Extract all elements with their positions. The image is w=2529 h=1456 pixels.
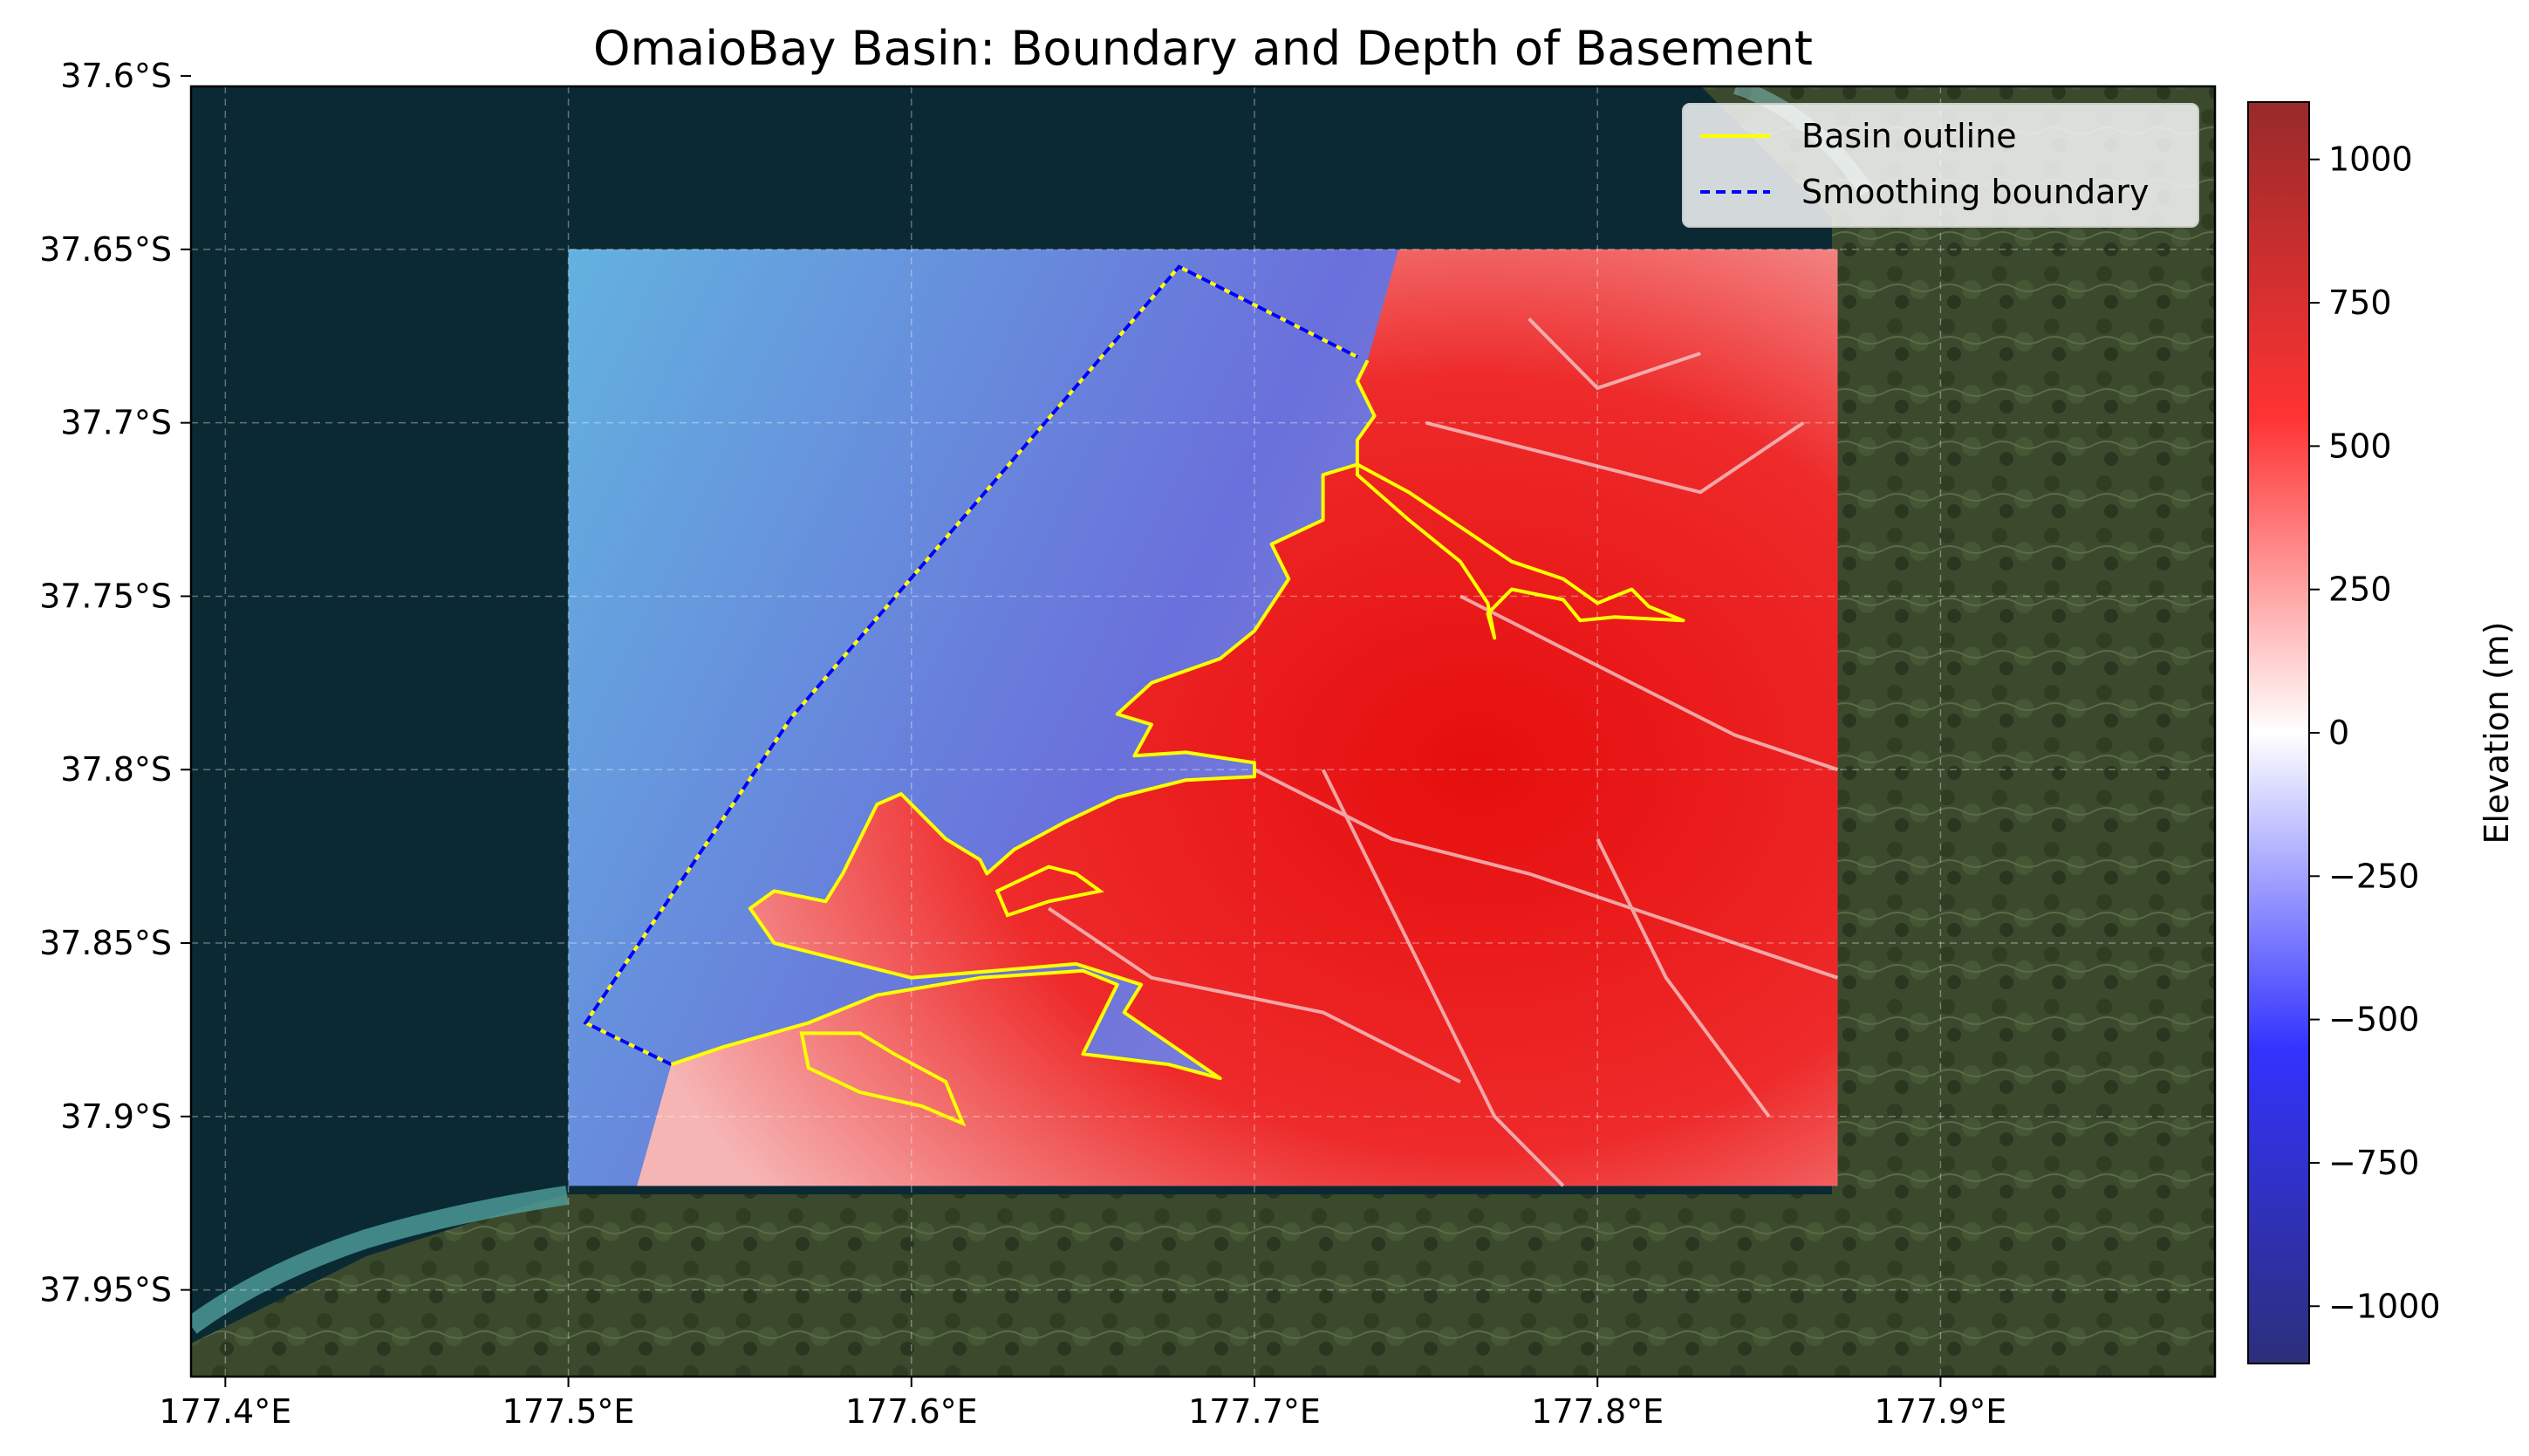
colorbar-tick-label: −1000 [2328,1287,2441,1325]
colorbar-label: Elevation (m) [2478,621,2516,844]
valley-line [1459,594,1839,772]
valley-line [1321,769,1565,1187]
x-tick-label: 177.5°E [502,1392,635,1431]
colorbar-tick-label: −500 [2328,1001,2419,1039]
x-tick-label: 177.8°E [1531,1392,1664,1431]
x-tick-label: 177.9°E [1875,1392,2007,1431]
basin-outline-inner [995,865,1104,918]
y-tick-label: 37.75°S [39,577,172,615]
y-tick-label: 37.85°S [39,924,172,962]
colorbar-tick-label: 500 [2328,427,2392,465]
x-tick-label: 177.6°E [845,1392,978,1431]
basin-outline [670,359,1685,1081]
y-tick-label: 37.6°S [60,57,172,95]
chart-title: OmaioBay Basin: Boundary and Depth of Ba… [593,21,1813,76]
map-area [191,86,2215,1377]
y-axis: 37.6°S 37.65°S 37.7°S 37.75°S 37.8°S 37.85°S 3… [39,57,191,1309]
colorbar-ticks: 1000 750 500 250 0 −250 −500 −750 −1000 [2309,140,2441,1325]
raster-land [637,249,1838,1186]
colorbar-tick-label: 250 [2328,571,2392,609]
map-frame [189,85,2217,1378]
legend: Basin outline Smoothing boundary [1682,103,2199,228]
y-tick-label: 37.7°S [60,404,172,442]
legend-label-basin-outline: Basin outline [1801,117,2017,155]
basin-outline-south [799,1031,967,1127]
colorbar: 1000 750 500 250 0 −250 −500 −750 −1000 Elevatio… [2247,101,2516,1364]
valley-line [1528,317,1701,391]
y-tick-label: 37.95°S [39,1271,172,1309]
colorbar-tick-label: 1000 [2328,140,2413,179]
valley-line [1596,837,1771,1118]
x-axis: 177.4°E 177.5°E 177.6°E 177.7°E 177.8°E 177.9… [159,1377,2006,1431]
colorbar-gradient [2247,101,2310,1364]
colorbar-tick-label: 0 [2328,714,2349,752]
legend-box [1682,103,2199,228]
x-tick-label: 177.7°E [1188,1392,1321,1431]
grid [191,86,2215,1377]
beach-strip [191,1186,569,1334]
smoothing-boundary-dashes [583,264,1358,1066]
elevation-raster [568,249,1839,1187]
colorbar-tick-label: −750 [2328,1144,2419,1182]
valley-line [1047,906,1461,1083]
drainage-valleys [1047,317,1839,1187]
valley-line [1425,420,1805,495]
y-tick-label: 37.8°S [60,750,172,789]
colorbar-tick-label: 750 [2328,284,2392,322]
x-tick-label: 177.4°E [159,1392,291,1431]
legend-label-smoothing-boundary: Smoothing boundary [1801,173,2150,211]
y-tick-label: 37.65°S [39,230,172,269]
colorbar-tick-label: −250 [2328,857,2419,895]
y-tick-label: 37.9°S [60,1097,172,1136]
